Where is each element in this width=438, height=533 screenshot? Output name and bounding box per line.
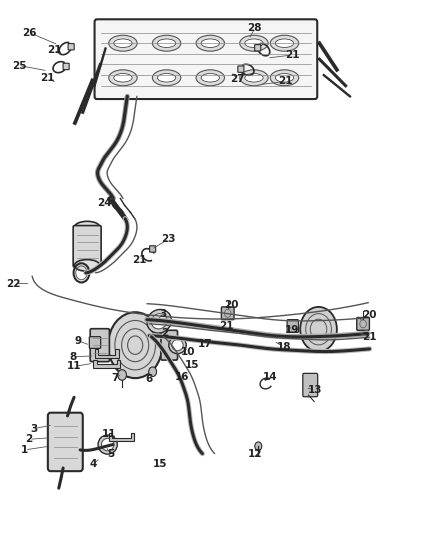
Text: 3: 3	[30, 424, 37, 434]
Text: 11: 11	[102, 429, 116, 439]
Text: 23: 23	[162, 234, 176, 244]
Text: 21: 21	[132, 255, 147, 265]
Ellipse shape	[172, 340, 183, 351]
Text: 12: 12	[247, 449, 262, 458]
Text: 3: 3	[159, 309, 167, 319]
Text: 26: 26	[22, 28, 36, 38]
Ellipse shape	[276, 39, 293, 47]
FancyBboxPatch shape	[150, 246, 155, 252]
Ellipse shape	[114, 74, 132, 82]
Polygon shape	[109, 433, 134, 441]
Ellipse shape	[240, 35, 268, 51]
Ellipse shape	[201, 74, 219, 82]
Text: 15: 15	[185, 360, 199, 370]
FancyBboxPatch shape	[73, 225, 101, 267]
Ellipse shape	[157, 39, 176, 47]
Text: 15: 15	[153, 459, 167, 469]
Text: 24: 24	[97, 198, 112, 208]
Text: 10: 10	[181, 346, 196, 357]
Polygon shape	[93, 360, 120, 368]
FancyBboxPatch shape	[254, 45, 261, 51]
Text: 25: 25	[12, 61, 26, 70]
Circle shape	[149, 367, 156, 376]
Text: 27: 27	[230, 75, 245, 84]
FancyBboxPatch shape	[95, 19, 317, 99]
FancyBboxPatch shape	[68, 44, 74, 50]
Text: 21: 21	[219, 321, 234, 331]
Text: 13: 13	[308, 385, 322, 395]
Text: 21: 21	[362, 332, 377, 342]
Text: 18: 18	[277, 342, 292, 352]
Text: 20: 20	[362, 310, 377, 320]
Ellipse shape	[61, 433, 75, 446]
Ellipse shape	[109, 35, 137, 51]
Text: 6: 6	[145, 374, 153, 384]
Ellipse shape	[152, 35, 181, 51]
Text: 1: 1	[21, 445, 28, 455]
Ellipse shape	[201, 39, 219, 47]
Ellipse shape	[151, 313, 167, 329]
FancyBboxPatch shape	[303, 373, 318, 397]
Text: 7: 7	[111, 373, 119, 383]
Text: 2: 2	[25, 434, 33, 445]
Circle shape	[118, 369, 127, 380]
Ellipse shape	[74, 260, 100, 271]
Ellipse shape	[196, 70, 224, 86]
Ellipse shape	[169, 337, 186, 354]
Ellipse shape	[196, 35, 224, 51]
Ellipse shape	[276, 74, 293, 82]
Text: 21: 21	[278, 77, 293, 86]
Circle shape	[255, 442, 262, 450]
Circle shape	[108, 312, 162, 378]
Ellipse shape	[245, 39, 263, 47]
FancyBboxPatch shape	[90, 329, 110, 362]
FancyBboxPatch shape	[63, 63, 69, 70]
FancyBboxPatch shape	[48, 413, 83, 471]
Ellipse shape	[147, 310, 171, 333]
Ellipse shape	[57, 430, 79, 449]
FancyBboxPatch shape	[161, 330, 177, 360]
Ellipse shape	[245, 74, 263, 82]
Ellipse shape	[98, 435, 117, 454]
Text: 21: 21	[41, 73, 55, 83]
Text: 17: 17	[198, 339, 212, 349]
Text: 5: 5	[107, 449, 114, 458]
Text: 19: 19	[285, 325, 300, 335]
Text: 14: 14	[263, 372, 278, 382]
Text: 16: 16	[175, 372, 189, 382]
Ellipse shape	[74, 221, 100, 233]
FancyBboxPatch shape	[89, 337, 101, 349]
Text: 8: 8	[69, 352, 76, 362]
Text: 21: 21	[47, 45, 61, 54]
Text: 9: 9	[75, 336, 82, 346]
Text: 21: 21	[285, 50, 300, 60]
Circle shape	[300, 307, 337, 352]
Ellipse shape	[270, 70, 299, 86]
FancyBboxPatch shape	[238, 66, 244, 72]
Ellipse shape	[114, 39, 132, 47]
Ellipse shape	[157, 74, 176, 82]
Ellipse shape	[270, 35, 299, 51]
Text: 2: 2	[161, 328, 168, 338]
Ellipse shape	[152, 70, 181, 86]
FancyBboxPatch shape	[221, 307, 234, 320]
Ellipse shape	[109, 70, 137, 86]
Text: 4: 4	[89, 459, 97, 469]
Text: 28: 28	[247, 23, 262, 34]
Ellipse shape	[102, 438, 114, 451]
FancyBboxPatch shape	[357, 318, 369, 330]
Text: 11: 11	[67, 361, 81, 372]
Ellipse shape	[240, 70, 268, 86]
Polygon shape	[95, 350, 119, 358]
Text: 22: 22	[7, 279, 21, 288]
Text: 20: 20	[224, 300, 238, 310]
FancyBboxPatch shape	[287, 320, 298, 333]
